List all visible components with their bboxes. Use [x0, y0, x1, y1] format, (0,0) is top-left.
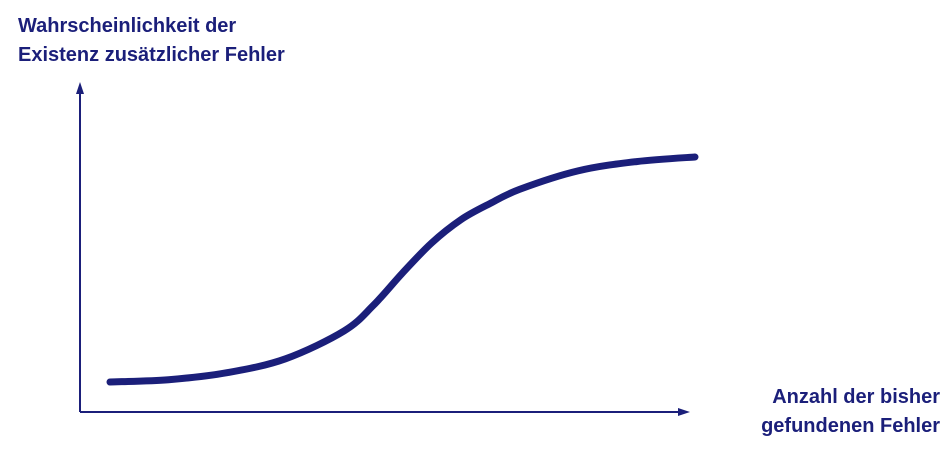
y-axis-label-line-2: Existenz zusätzlicher Fehler — [18, 44, 285, 66]
x-axis-arrow — [678, 408, 690, 416]
x-axis-label-line-2: gefundenen Fehler — [761, 415, 940, 437]
x-axis-label: Anzahl der bisher gefundenen Fehler — [700, 383, 940, 441]
y-axis-label-line-1: Wahrscheinlichkeit der — [18, 15, 237, 37]
y-axis-label: Wahrscheinlichkeit der Existenz zusätzli… — [18, 12, 438, 70]
series-line-0 — [106, 153, 699, 386]
y-axis-arrow — [76, 82, 84, 94]
x-axis-label-line-1: Anzahl der bisher — [772, 386, 940, 408]
